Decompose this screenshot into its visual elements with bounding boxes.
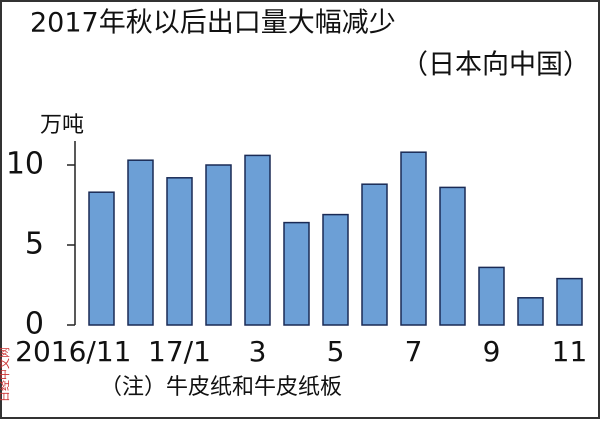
x-tick-label: 5 bbox=[327, 335, 345, 368]
y-tick-label: 5 bbox=[25, 227, 44, 262]
y-tick-label: 0 bbox=[25, 307, 44, 342]
note: （注）牛皮纸和牛皮纸板 bbox=[100, 375, 342, 400]
chart-subtitle: （日本向中国） bbox=[401, 50, 590, 81]
watermark: 日经中文网 bbox=[0, 347, 11, 402]
bar bbox=[478, 266, 505, 326]
bar bbox=[244, 154, 271, 326]
bar bbox=[88, 191, 115, 326]
bar bbox=[556, 277, 583, 326]
bar bbox=[205, 164, 232, 326]
bar bbox=[283, 221, 310, 326]
y-tick-label: 10 bbox=[6, 147, 44, 182]
x-tick-label: 3 bbox=[249, 335, 267, 368]
bar bbox=[127, 159, 154, 326]
y-axis-label: 万吨 bbox=[40, 113, 84, 138]
chart-title: 2017年秋以后出口量大幅减少 bbox=[30, 8, 396, 39]
x-tick-label: 9 bbox=[483, 335, 501, 368]
bar bbox=[361, 183, 388, 326]
x-tick-label: 11 bbox=[552, 335, 588, 368]
bar bbox=[517, 297, 544, 326]
x-tick-label: 17/1 bbox=[148, 335, 211, 368]
bar bbox=[400, 151, 427, 326]
bar bbox=[439, 186, 466, 326]
x-tick-label: 2016/11 bbox=[15, 335, 131, 368]
bar bbox=[166, 177, 193, 326]
x-tick-label: 7 bbox=[405, 335, 423, 368]
bar bbox=[322, 213, 349, 326]
